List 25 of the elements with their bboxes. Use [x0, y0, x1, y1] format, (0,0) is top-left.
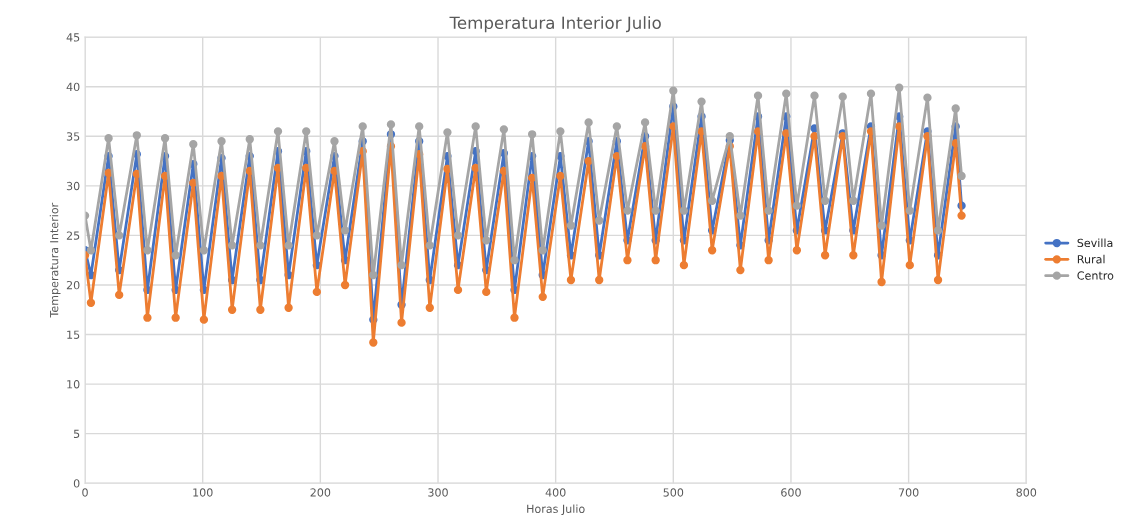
y-tick-label: 35	[66, 132, 80, 141]
x-tick-label: 0	[82, 488, 88, 497]
legend-label: Centro	[1077, 271, 1114, 280]
y-tick-label: 5	[73, 429, 80, 439]
y-tick-label: 0	[73, 479, 80, 488]
y-axis-title: Temperatura Interior	[49, 202, 61, 318]
y-tick-label: 10	[67, 380, 80, 389]
x-tick-label: 200	[310, 488, 331, 497]
legend-label: Rural	[1077, 254, 1105, 264]
y-tick-label: 20	[66, 280, 80, 290]
y-tick-label: 15	[67, 330, 80, 339]
y-tick-label: 45	[66, 33, 80, 42]
legend-label: Sevilla	[1077, 238, 1113, 248]
x-tick-label: 700	[898, 488, 919, 497]
x-tick-label: 600	[781, 488, 801, 497]
x-axis-title: Horas Julio	[527, 504, 585, 516]
x-tick-label: 100	[193, 488, 213, 497]
x-tick-label: 400	[545, 488, 566, 497]
x-tick-label: 800	[1016, 488, 1037, 497]
y-tick-label: 40	[66, 82, 80, 92]
x-tick-label: 300	[428, 488, 448, 497]
y-tick-label: 25	[66, 231, 80, 240]
x-tick-label: 500	[663, 488, 684, 497]
y-tick-label: 30	[66, 181, 80, 191]
chart-title: Temperatura Interior Julio	[449, 16, 661, 33]
